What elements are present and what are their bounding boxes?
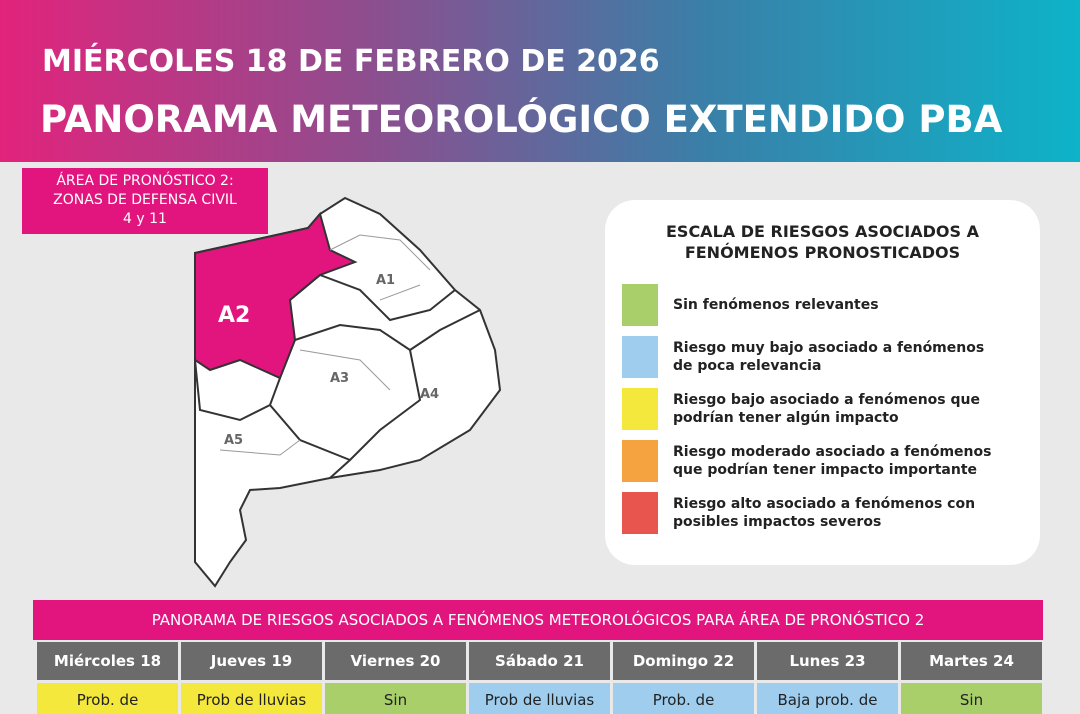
forecast-cell: Prob. de [37,683,178,714]
day-header: Martes 24 [901,642,1042,680]
day-header: Lunes 23 [757,642,898,680]
day-header: Jueves 19 [181,642,322,680]
forecast-cell: Prob. de [613,683,754,714]
zone-label: A3 [330,371,349,386]
forecast-cell: Prob de lluvias [469,683,610,714]
legend-text: Riesgo bajo asociado a fenómenos que [673,392,980,408]
legend-swatch [622,388,658,430]
zone-label: A1 [376,273,395,288]
area-box: ÁREA DE PRONÓSTICO 2: ZONAS DE DEFENSA CI… [22,168,268,234]
legend-swatch [622,336,658,378]
legend-text: Riesgo moderado asociado a fenómenos [673,444,992,460]
day-header: Sábado 21 [469,642,610,680]
zone-label: A2 [218,303,250,328]
header: MIÉRCOLES 18 DE FEBRERO DE 2026 PANORAMA… [0,0,1080,162]
area-line: ZONAS DE DEFENSA CIVIL [53,192,237,208]
table-title: PANORAMA DE RIESGOS ASOCIADOS A FENÓMENO… [33,600,1043,640]
legend-text: que podrían tener impacto importante [673,462,978,478]
legend-text: Riesgo alto asociado a fenómenos con [673,496,976,512]
legend-text: podrían tener algún impacto [673,410,899,426]
legend-title: FENÓMENOS PRONOSTICADOS [684,243,961,262]
forecast-cell: Prob de lluvias [181,683,322,714]
legend-text: de poca relevancia [673,358,822,374]
zone-label: A5 [224,433,243,448]
legend-swatch [622,492,658,534]
legend-swatch [622,440,658,482]
area-line: 4 y 11 [123,211,167,227]
legend: ESCALA DE RIESGOS ASOCIADOS A FENÓMENOS P… [605,200,1040,565]
day-header: Domingo 22 [613,642,754,680]
legend-swatch [622,284,658,326]
day-header: Viernes 20 [325,642,466,680]
forecast-cell: Sin [901,683,1042,714]
header-title: PANORAMA METEOROLÓGICO EXTENDIDO PBA [40,98,1003,141]
day-header: Miércoles 18 [37,642,178,680]
map: A1 A2 A3 A4 A5 [194,196,502,588]
forecast-cell: Baja prob. de [757,683,898,714]
area-line: ÁREA DE PRONÓSTICO 2: [56,173,234,189]
header-date: MIÉRCOLES 18 DE FEBRERO DE 2026 [42,44,660,79]
legend-title: ESCALA DE RIESGOS ASOCIADOS A [665,222,979,241]
legend-text: Sin fenómenos relevantes [673,297,879,313]
forecast-cell: Sin [325,683,466,714]
zone-label: A4 [420,387,439,402]
legend-text: posibles impactos severos [673,514,882,530]
legend-text: Riesgo muy bajo asociado a fenómenos [673,340,985,356]
